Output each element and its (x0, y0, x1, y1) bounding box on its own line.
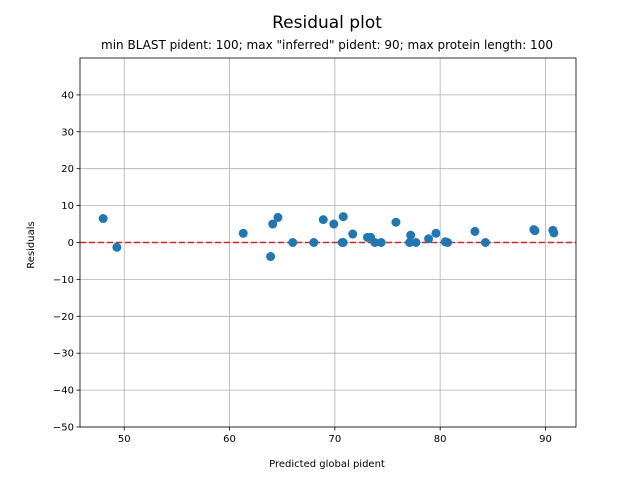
x-axis-ticks: 50 60 70 80 90 (118, 427, 552, 445)
scatter-point (480, 238, 490, 247)
scatter-point (348, 229, 358, 239)
y-tick-label: −50 (53, 423, 74, 434)
y-tick-label: 40 (61, 90, 74, 101)
data-points (98, 212, 559, 262)
y-tick-label: 0 (68, 238, 74, 249)
scatter-point (338, 212, 348, 222)
y-tick-label: 20 (61, 164, 74, 175)
scatter-point (273, 212, 283, 222)
scatter-point (424, 234, 434, 244)
scatter-point (338, 238, 348, 247)
x-tick-label: 90 (539, 434, 552, 445)
scatter-point (391, 217, 401, 227)
scatter-point (530, 226, 540, 236)
scatter-point (411, 238, 421, 247)
y-tick-label: −20 (53, 312, 74, 323)
y-tick-label: −30 (53, 349, 74, 360)
scatter-point (318, 215, 328, 225)
chart-title: Residual plot (272, 13, 382, 33)
scatter-point (309, 238, 319, 247)
y-tick-label: 30 (61, 127, 74, 138)
scatter-point (405, 238, 415, 247)
scatter-point (549, 228, 559, 238)
x-axis-label: Predicted global pident (269, 459, 385, 470)
scatter-point (98, 214, 108, 224)
y-tick-label: −10 (53, 275, 74, 286)
scatter-point (376, 238, 386, 247)
y-tick-label: −40 (53, 386, 74, 397)
scatter-point (406, 230, 416, 240)
y-axis-label: Residuals (26, 221, 37, 268)
scatter-point (268, 219, 278, 229)
x-tick-label: 50 (118, 434, 131, 445)
y-axis-ticks: −50 −40 −30 −20 −10 0 10 20 30 40 (53, 90, 80, 434)
scatter-point (443, 238, 453, 247)
x-tick-label: 80 (434, 434, 447, 445)
scatter-point (112, 242, 122, 252)
y-tick-label: 10 (61, 201, 74, 212)
scatter-point (370, 238, 380, 247)
scatter-point (288, 238, 298, 247)
scatter-point (266, 252, 276, 262)
scatter-point (470, 226, 480, 236)
scatter-point (238, 228, 248, 238)
scatter-point (329, 219, 339, 229)
x-tick-label: 70 (328, 434, 341, 445)
x-tick-label: 60 (223, 434, 236, 445)
chart-subtitle: min BLAST pident: 100; max "inferred" pi… (101, 38, 553, 52)
scatter-point (431, 228, 441, 238)
